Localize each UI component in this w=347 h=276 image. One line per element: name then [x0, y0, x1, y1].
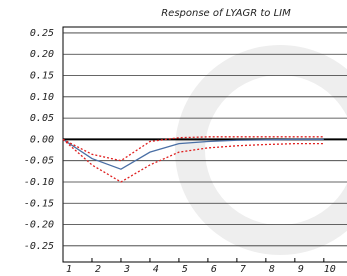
x-tick-label: 3	[123, 264, 130, 275]
x-tick-label: 10	[324, 264, 336, 275]
x-tick-label: 7	[240, 264, 246, 275]
x-tick-label: 6	[211, 264, 217, 275]
y-tick-label: -0.20	[24, 220, 54, 231]
y-tick-label: -0.25	[24, 241, 54, 252]
x-tick-label: 2	[95, 264, 101, 275]
y-tick-label: 0.20	[30, 49, 54, 60]
x-tick-label: 9	[298, 264, 304, 275]
y-tick-label: -0.15	[24, 198, 54, 209]
chart-title: Response of LYAGR to LIM	[161, 8, 291, 19]
y-tick-label: 0.15	[30, 71, 54, 82]
y-tick-label: 0.10	[30, 92, 54, 103]
y-tick-label: 0.05	[30, 113, 54, 124]
y-tick-label: 0.25	[30, 28, 54, 39]
watermark	[190, 60, 347, 240]
y-tick-label: -0.05	[24, 156, 54, 167]
x-tick-label: 8	[269, 264, 275, 275]
x-tick-label: 1	[66, 264, 72, 275]
y-tick-label: -0.10	[24, 177, 54, 188]
x-tick-label: 5	[182, 264, 188, 275]
chart: Response of LYAGR to LIM 0.25 0.20 0.15 0.1…	[0, 0, 347, 276]
y-tick-label: 0.00	[30, 134, 54, 145]
x-tick-label: 4	[153, 264, 159, 275]
